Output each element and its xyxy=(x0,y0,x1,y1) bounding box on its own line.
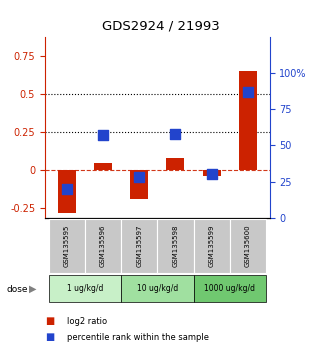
Text: GSM135599: GSM135599 xyxy=(209,225,215,267)
Text: GSM135595: GSM135595 xyxy=(64,225,70,267)
FancyBboxPatch shape xyxy=(194,219,230,273)
Text: GSM135600: GSM135600 xyxy=(245,225,251,267)
FancyBboxPatch shape xyxy=(194,275,266,302)
Text: GDS2924 / 21993: GDS2924 / 21993 xyxy=(102,19,219,33)
Text: GSM135598: GSM135598 xyxy=(172,225,178,267)
FancyBboxPatch shape xyxy=(121,219,157,273)
Text: ■: ■ xyxy=(45,316,54,326)
FancyBboxPatch shape xyxy=(121,275,194,302)
Text: 1000 ug/kg/d: 1000 ug/kg/d xyxy=(204,284,255,293)
Text: 1 ug/kg/d: 1 ug/kg/d xyxy=(67,284,103,293)
Text: dose: dose xyxy=(6,285,28,294)
FancyBboxPatch shape xyxy=(48,219,85,273)
Text: GSM135597: GSM135597 xyxy=(136,225,142,267)
FancyBboxPatch shape xyxy=(230,219,266,273)
Bar xyxy=(203,170,221,176)
Point xyxy=(245,89,250,95)
Text: ▶: ▶ xyxy=(30,284,37,294)
Point xyxy=(209,172,214,177)
FancyBboxPatch shape xyxy=(85,219,121,273)
Text: percentile rank within the sample: percentile rank within the sample xyxy=(67,332,209,342)
Text: GSM135596: GSM135596 xyxy=(100,225,106,267)
Text: log2 ratio: log2 ratio xyxy=(67,317,108,326)
Point xyxy=(137,175,142,180)
FancyBboxPatch shape xyxy=(157,219,194,273)
Point xyxy=(64,186,69,192)
Point xyxy=(173,131,178,137)
Text: ■: ■ xyxy=(45,332,54,342)
Bar xyxy=(239,72,257,170)
Bar xyxy=(130,170,148,199)
Text: 10 ug/kg/d: 10 ug/kg/d xyxy=(137,284,178,293)
Bar xyxy=(58,170,76,213)
Bar xyxy=(166,158,185,170)
FancyBboxPatch shape xyxy=(48,275,121,302)
Point xyxy=(100,132,106,138)
Bar xyxy=(94,162,112,170)
